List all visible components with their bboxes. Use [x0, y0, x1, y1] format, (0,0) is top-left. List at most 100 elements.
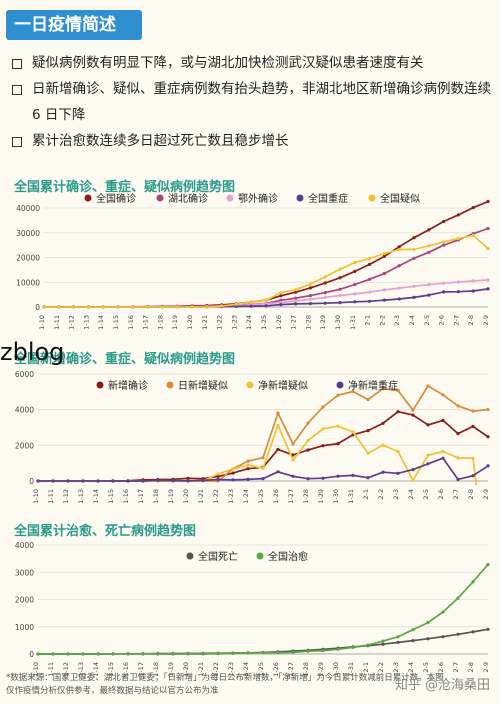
data-point — [486, 199, 490, 204]
x-tick-label: 2-6 — [438, 315, 446, 326]
x-tick-label: 2-1 — [362, 662, 370, 673]
x-tick-label: 1-15 — [112, 315, 120, 330]
data-point — [456, 432, 460, 436]
data-point — [111, 652, 115, 656]
x-tick-label: 2-5 — [422, 662, 430, 673]
data-point — [396, 449, 400, 454]
x-tick-label: 1-13 — [82, 315, 90, 330]
x-tick-label: 2-7 — [452, 489, 460, 500]
data-point — [368, 299, 372, 303]
data-point — [368, 262, 372, 266]
data-point — [81, 652, 85, 656]
data-point — [338, 287, 342, 291]
y-tick-label: 40000 — [16, 204, 40, 213]
legend-label: 净新增疑似 — [258, 379, 308, 392]
legend-marker — [156, 194, 164, 202]
legend-label: 全国治愈 — [268, 550, 308, 563]
data-point — [427, 228, 431, 232]
data-point — [323, 301, 327, 305]
legend-marker — [226, 194, 234, 202]
chart-recovery: 0 1000 2000 3000 4000 1-10 1-11 1-12 1-13 1-14 1-1… — [15, 541, 490, 677]
data-point — [486, 435, 490, 439]
data-point — [306, 421, 310, 425]
data-point — [381, 421, 385, 425]
data-point — [246, 459, 250, 463]
data-point — [321, 649, 325, 653]
data-point — [264, 302, 268, 306]
legend-marker — [84, 194, 92, 202]
data-point — [381, 443, 385, 447]
x-tick-label: 1-10 — [32, 662, 40, 677]
data-point — [486, 407, 490, 412]
data-point — [441, 418, 445, 422]
data-point — [366, 429, 370, 433]
data-point — [396, 471, 400, 475]
x-tick-label: 1-24 — [242, 489, 250, 504]
data-point — [471, 206, 475, 210]
data-point — [368, 257, 372, 261]
data-point — [351, 389, 355, 394]
data-point — [294, 288, 298, 292]
data-point — [411, 639, 415, 643]
data-point — [366, 451, 370, 455]
data-point — [216, 651, 220, 655]
data-point — [456, 404, 460, 408]
x-tick-label: 1-21 — [201, 315, 209, 330]
x-tick-label: 1-21 — [197, 662, 205, 677]
y-tick-label: 10000 — [16, 278, 40, 287]
legend-label: 全国重症 — [308, 192, 348, 205]
data-point — [442, 219, 446, 224]
data-point — [308, 294, 312, 298]
data-point — [36, 652, 40, 656]
bullet-item: 日新增确诊、疑似、重症病例数有抬头趋势，非湖北地区新增确诊病例数连续 6 日下降 — [10, 76, 492, 128]
data-point — [246, 477, 250, 481]
data-point — [338, 267, 342, 271]
bullet-item: 疑似病例数有明显下降，或与湖北加快检测武汉疑似患者速度有关 — [10, 50, 492, 76]
data-point — [294, 296, 298, 300]
data-point — [396, 635, 400, 639]
x-tick-label: 2-2 — [378, 315, 386, 326]
y-tick-label: 30000 — [16, 229, 40, 238]
x-tick-label: 1-12 — [62, 489, 70, 504]
x-tick-label: 1-15 — [107, 662, 115, 677]
data-point — [427, 244, 431, 248]
data-point — [96, 652, 100, 656]
data-point — [441, 393, 445, 397]
chart-title-cumulative: 全国累计确诊、重症、疑似病例趋势图 — [14, 180, 236, 195]
x-tick-label: 2-9 — [482, 315, 490, 326]
x-tick-label: 1-14 — [92, 489, 100, 504]
checkbox-icon — [12, 59, 22, 69]
legend-label: 全国死亡 — [198, 550, 238, 563]
x-tick-label: 1-23 — [227, 662, 235, 677]
data-point — [175, 305, 179, 309]
data-point — [486, 627, 490, 631]
data-point — [353, 269, 357, 273]
data-point — [456, 456, 460, 460]
data-point — [471, 409, 475, 413]
data-point — [382, 288, 386, 292]
data-point — [246, 463, 250, 467]
data-point — [57, 305, 61, 309]
data-point — [471, 474, 475, 478]
x-tick-label: 2-2 — [377, 489, 385, 500]
data-point — [220, 304, 224, 308]
x-tick-label: 1-17 — [142, 315, 150, 330]
legend-marker — [336, 381, 344, 389]
series-line — [44, 227, 489, 308]
data-point — [146, 305, 150, 309]
x-tick-label: 2-7 — [452, 662, 460, 673]
data-point — [471, 289, 475, 293]
series-line — [38, 628, 489, 655]
data-point — [86, 305, 90, 309]
x-tick-label: 2-9 — [482, 662, 490, 673]
data-point — [353, 282, 357, 287]
data-point — [246, 467, 250, 471]
x-tick-label: 2-7 — [452, 315, 460, 326]
footer-note: *数据来源：国家卫健委、湖北省卫健委；「日新增」为每日公布新增数，「净新增」为今… — [6, 673, 444, 696]
x-tick-label: 2-1 — [364, 315, 372, 326]
x-tick-label: 2-6 — [437, 662, 445, 673]
data-point — [216, 477, 220, 482]
x-tick-label: 1-10 — [38, 315, 46, 330]
legend-label: 鄂外确诊 — [238, 192, 278, 205]
data-point — [471, 456, 475, 460]
